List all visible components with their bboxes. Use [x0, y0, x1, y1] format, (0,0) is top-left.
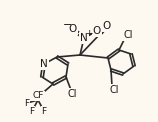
Text: O: O	[103, 21, 111, 31]
Text: N: N	[80, 33, 88, 43]
Text: Cl: Cl	[123, 30, 133, 40]
Text: +: +	[85, 29, 93, 37]
Text: F: F	[41, 107, 47, 116]
Text: N: N	[40, 59, 48, 69]
Text: F: F	[24, 98, 30, 107]
Text: Cl: Cl	[109, 85, 119, 95]
Text: Cl: Cl	[67, 89, 77, 99]
Text: F: F	[29, 107, 35, 116]
Text: O: O	[69, 24, 77, 34]
Text: O: O	[93, 26, 101, 36]
Text: −: −	[63, 20, 73, 30]
Text: CF: CF	[32, 92, 44, 101]
